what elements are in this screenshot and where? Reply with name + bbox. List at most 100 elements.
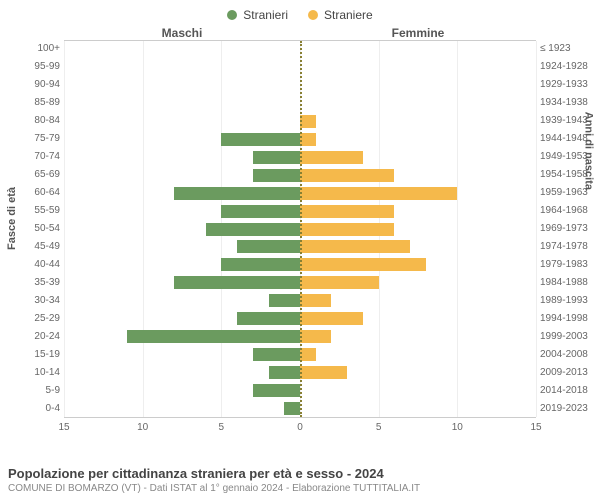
x-tick-label: 10 (452, 422, 463, 433)
birth-label: ≤ 1923 (540, 40, 571, 58)
birth-label: 1954-1958 (540, 166, 588, 184)
birth-label: 1959-1963 (540, 184, 588, 202)
bar-male (253, 169, 300, 182)
bar-male (174, 276, 300, 289)
bar-female (300, 187, 457, 200)
birth-label: 1929-1933 (540, 76, 588, 94)
header-male: Maschi (64, 26, 300, 40)
bar-male (237, 312, 300, 325)
birth-label: 1969-1973 (540, 220, 588, 238)
bar-female (300, 258, 426, 271)
caption-title: Popolazione per cittadinanza straniera p… (8, 466, 420, 481)
bar-female (300, 312, 363, 325)
legend-item-male: Stranieri (227, 8, 288, 22)
legend-label-male: Stranieri (243, 8, 288, 22)
age-label: 75-79 (34, 130, 60, 148)
birth-label: 1999-2003 (540, 328, 588, 346)
age-label: 20-24 (34, 328, 60, 346)
bar-female (300, 294, 331, 307)
bar-male (206, 223, 300, 236)
bar-female (300, 169, 394, 182)
birth-label: 1939-1943 (540, 112, 588, 130)
age-label: 10-14 (34, 364, 60, 382)
bar-male (174, 187, 300, 200)
gridline-vertical (536, 41, 537, 417)
x-tick-label: 10 (137, 422, 148, 433)
bar-male (221, 258, 300, 271)
x-axis-ticks: 15105051015 (64, 422, 536, 436)
centerline (300, 41, 302, 417)
bar-male (269, 294, 300, 307)
bar-male (253, 348, 300, 361)
header-female: Femmine (300, 26, 536, 40)
bar-male (221, 133, 300, 146)
x-tick-label: 15 (530, 422, 541, 433)
bar-female (300, 115, 316, 128)
caption: Popolazione per cittadinanza straniera p… (8, 466, 420, 494)
birth-label: 1944-1948 (540, 130, 588, 148)
bar-female (300, 205, 394, 218)
age-label: 60-64 (34, 184, 60, 202)
age-label: 100+ (37, 40, 60, 58)
bar-female (300, 151, 363, 164)
age-label: 85-89 (34, 94, 60, 112)
age-label: 50-54 (34, 220, 60, 238)
birth-label: 2019-2023 (540, 400, 588, 418)
bar-male (253, 384, 300, 397)
age-label: 40-44 (34, 256, 60, 274)
age-label: 90-94 (34, 76, 60, 94)
bar-male (269, 366, 300, 379)
x-tick-label: 15 (58, 422, 69, 433)
birth-label: 1964-1968 (540, 202, 588, 220)
birth-label: 1934-1938 (540, 94, 588, 112)
caption-subtitle: COMUNE DI BOMARZO (VT) - Dati ISTAT al 1… (8, 483, 420, 494)
bar-male (253, 151, 300, 164)
bar-male (237, 240, 300, 253)
birth-label: 1984-1988 (540, 274, 588, 292)
birth-label: 2004-2008 (540, 346, 588, 364)
age-label: 65-69 (34, 166, 60, 184)
birth-label: 1994-1998 (540, 310, 588, 328)
birth-label: 1989-1993 (540, 292, 588, 310)
column-headers: Maschi Femmine (0, 26, 600, 40)
birth-label: 1979-1983 (540, 256, 588, 274)
pyramid-chart: 100+95-9990-9485-8980-8475-7970-7465-696… (0, 40, 600, 420)
bar-male (284, 402, 300, 415)
age-label: 55-59 (34, 202, 60, 220)
bar-female (300, 330, 331, 343)
bar-female (300, 366, 347, 379)
age-label: 0-4 (46, 400, 60, 418)
bar-female (300, 223, 394, 236)
age-label: 80-84 (34, 112, 60, 130)
x-tick-label: 5 (219, 422, 225, 433)
x-tick-label: 0 (297, 422, 303, 433)
legend-label-female: Straniere (324, 8, 373, 22)
age-label: 45-49 (34, 238, 60, 256)
y-axis-birth-labels: ≤ 19231924-19281929-19331934-19381939-19… (536, 40, 600, 418)
y-axis-title-left: Fasce di età (6, 187, 18, 250)
age-label: 15-19 (34, 346, 60, 364)
birth-label: 1949-1953 (540, 148, 588, 166)
bar-female (300, 348, 316, 361)
age-label: 5-9 (46, 382, 60, 400)
birth-label: 1924-1928 (540, 58, 588, 76)
legend-swatch-male (227, 10, 237, 20)
birth-label: 2014-2018 (540, 382, 588, 400)
bar-male (127, 330, 300, 343)
age-label: 35-39 (34, 274, 60, 292)
y-axis-title-right: Anni di nascita (582, 112, 594, 190)
bar-female (300, 240, 410, 253)
birth-label: 2009-2013 (540, 364, 588, 382)
age-label: 70-74 (34, 148, 60, 166)
legend-swatch-female (308, 10, 318, 20)
bar-female (300, 133, 316, 146)
plot-area (64, 40, 536, 418)
legend: Stranieri Straniere (0, 0, 600, 22)
age-label: 25-29 (34, 310, 60, 328)
x-axis: 15 10 5 0 5 10 15 (0, 422, 600, 436)
legend-item-female: Straniere (308, 8, 373, 22)
age-label: 30-34 (34, 292, 60, 310)
birth-label: 1974-1978 (540, 238, 588, 256)
x-tick-label: 5 (376, 422, 382, 433)
age-label: 95-99 (34, 58, 60, 76)
